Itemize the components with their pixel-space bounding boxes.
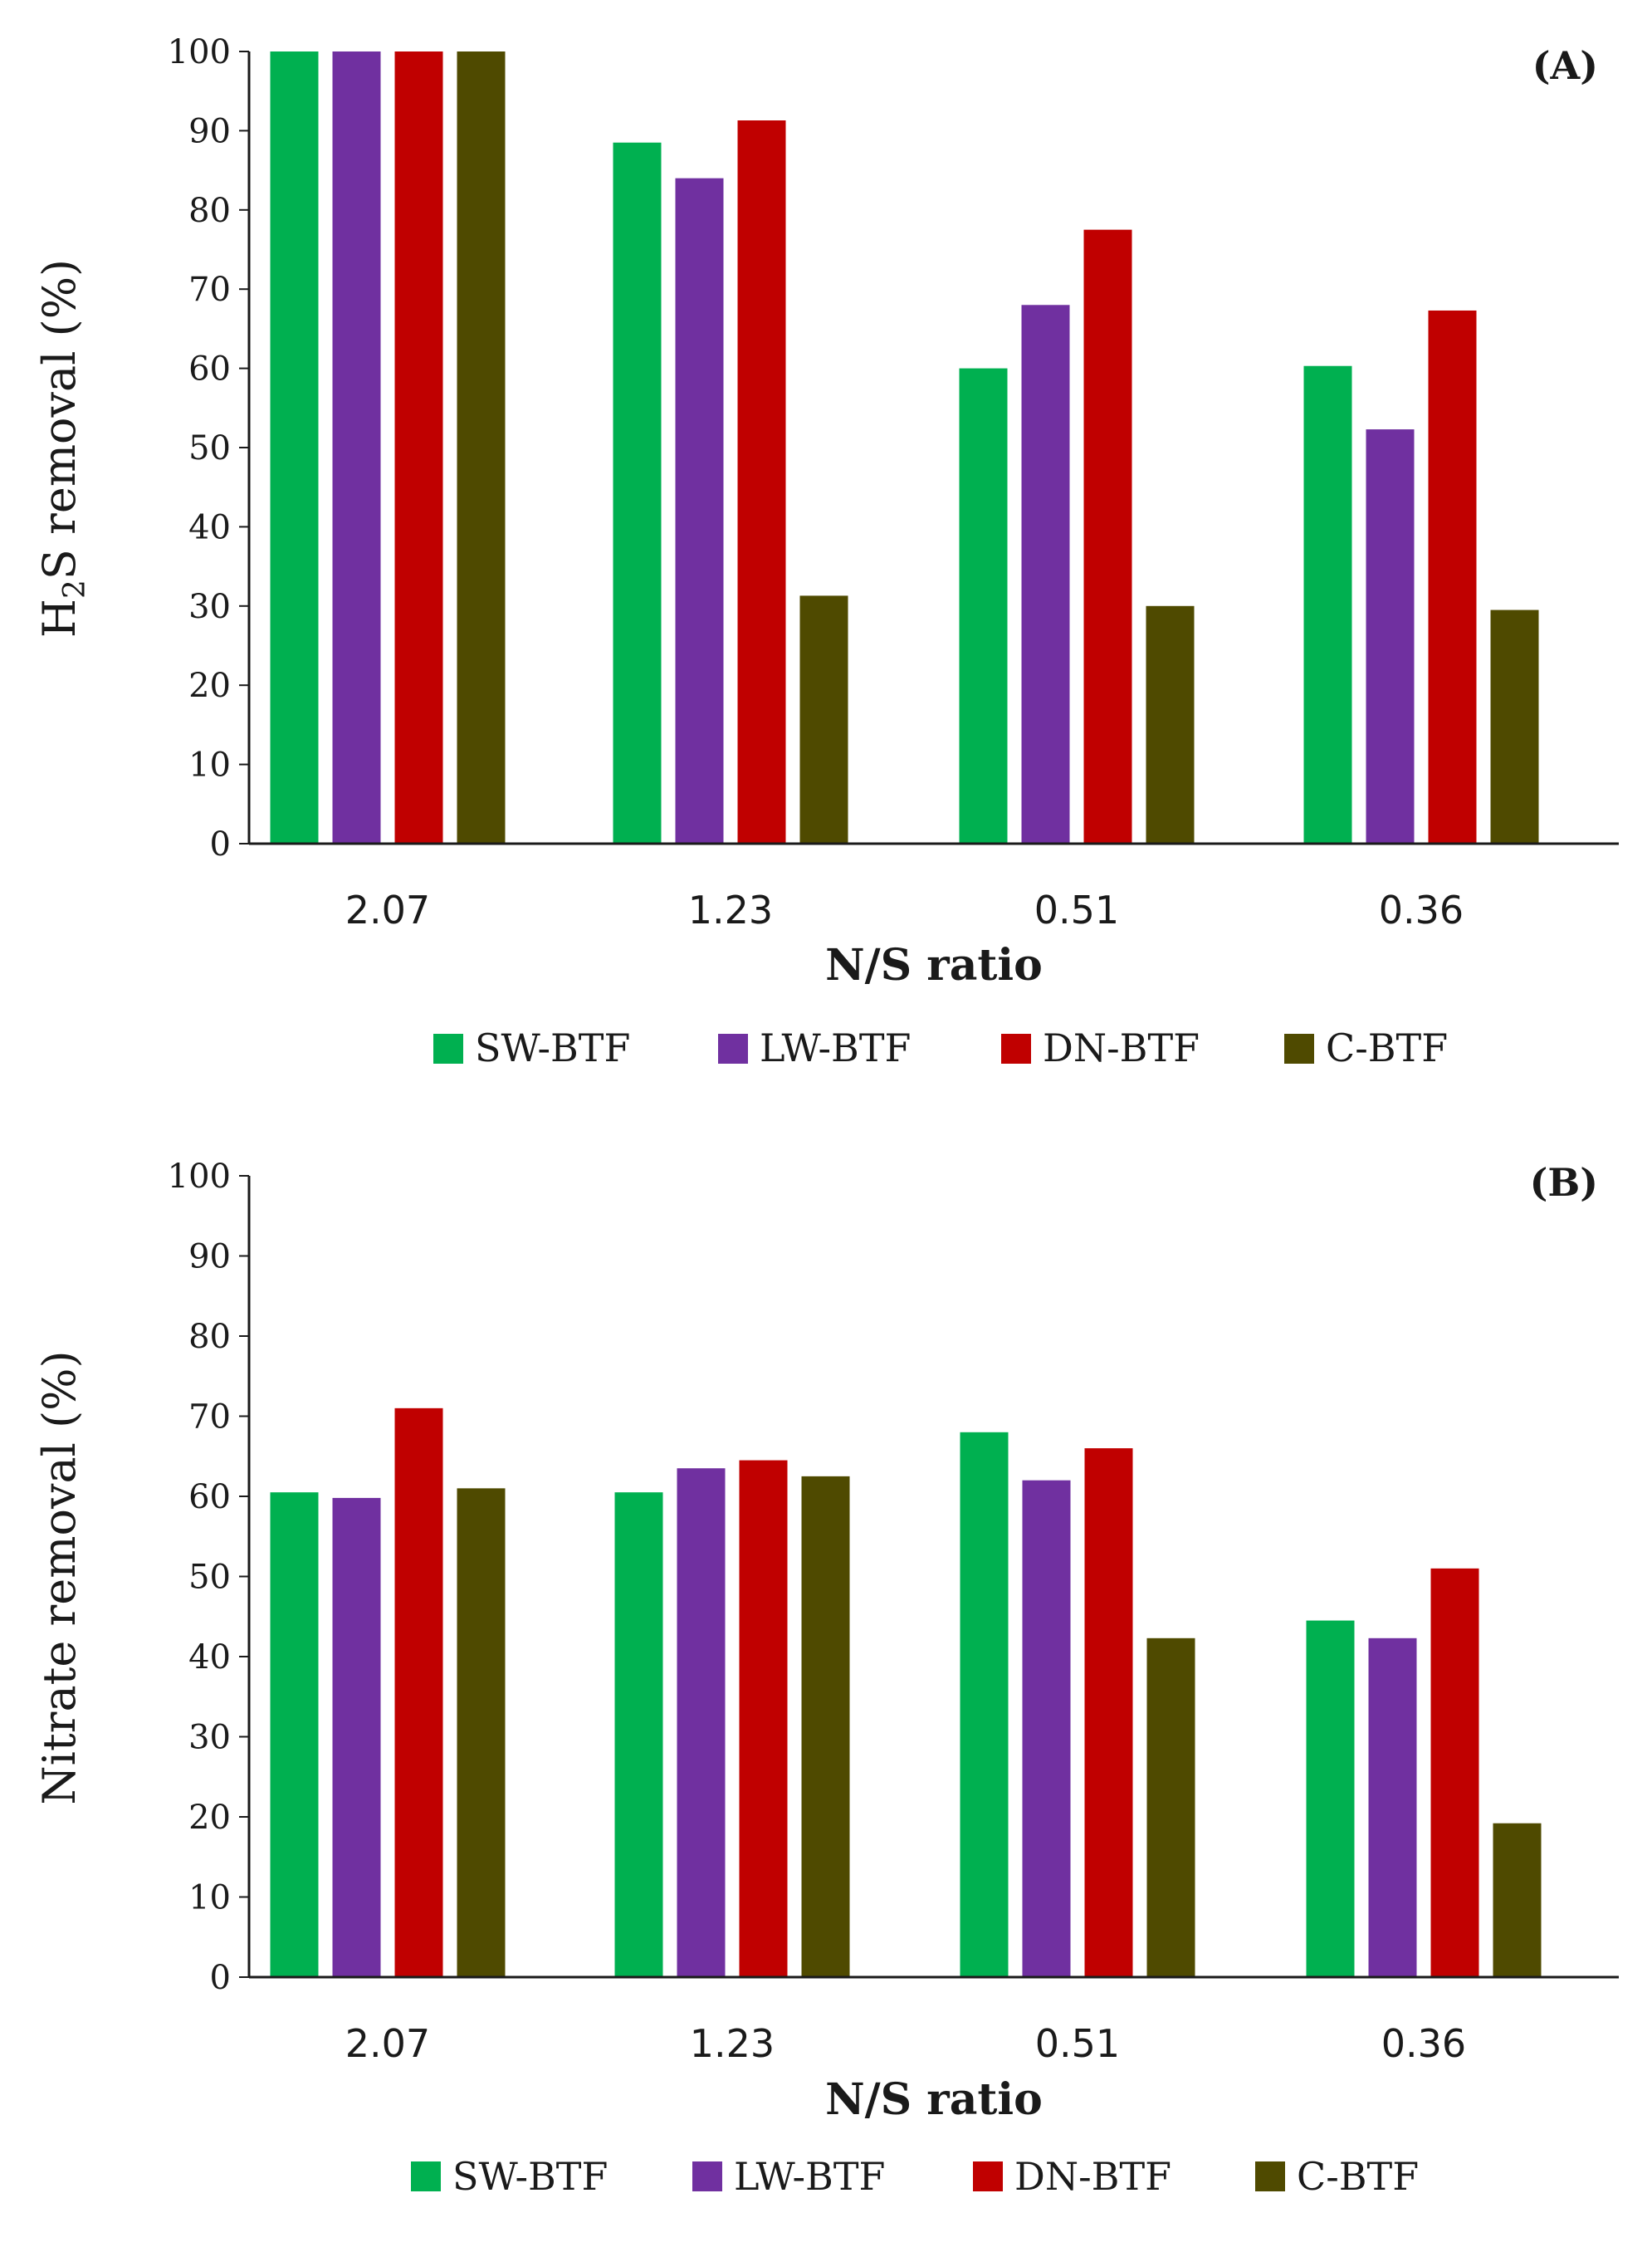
panel-a-bars xyxy=(270,51,1539,844)
bar-sw-btf-0.36 xyxy=(1306,1620,1355,1977)
bar-dn-btf-0.36 xyxy=(1428,310,1477,844)
legend-swatch-dn-btf xyxy=(1001,1034,1031,1064)
panel-b-x-tick-label: 0.36 xyxy=(1381,2021,1466,2066)
panel-a-x-tick-label: 0.51 xyxy=(1034,888,1119,933)
bar-lw-btf-2.07 xyxy=(332,51,381,844)
panel-a-y-ticks: 0 10 20 30 40 50 60 70 80 90 100 xyxy=(168,33,249,864)
y-tick-label: 30 xyxy=(188,1719,231,1757)
bar-sw-btf-0.36 xyxy=(1303,365,1352,844)
y-tick-label: 80 xyxy=(188,192,231,230)
legend-label-dn-btf: DN-BTF xyxy=(1014,2154,1171,2199)
legend-label-sw-btf: SW-BTF xyxy=(475,1026,630,1070)
bar-sw-btf-2.07 xyxy=(270,1492,319,1977)
legend-label-dn-btf: DN-BTF xyxy=(1043,1026,1200,1070)
legend-label-c-btf: C-BTF xyxy=(1297,2154,1419,2199)
legend-swatch-c-btf xyxy=(1255,2161,1285,2191)
y-tick-label: 40 xyxy=(188,1638,231,1677)
y-tick-label: 0 xyxy=(210,825,231,864)
legend-swatch-c-btf xyxy=(1284,1034,1314,1064)
legend-label-sw-btf: SW-BTF xyxy=(452,2154,608,2199)
panel-a-legend: SW-BTF LW-BTF DN-BTF C-BTF xyxy=(433,1026,1448,1070)
legend-label-c-btf: C-BTF xyxy=(1326,1026,1448,1070)
bar-sw-btf-1.23 xyxy=(614,1492,663,1977)
y-tick-label: 100 xyxy=(168,33,231,71)
panel-b-legend: SW-BTF LW-BTF DN-BTF C-BTF xyxy=(411,2154,1419,2199)
bar-c-btf-0.36 xyxy=(1493,1823,1542,1977)
y-tick-label: 60 xyxy=(188,1478,231,1516)
bar-sw-btf-0.51 xyxy=(960,1432,1009,1977)
y-tick-label: 20 xyxy=(188,1799,231,1837)
bar-sw-btf-0.51 xyxy=(959,368,1008,844)
panel-b-x-tick-label: 1.23 xyxy=(690,2021,775,2066)
y-tick-label: 80 xyxy=(188,1318,231,1356)
bar-sw-btf-2.07 xyxy=(270,51,319,844)
bar-c-btf-0.51 xyxy=(1146,605,1195,844)
y-tick-label: 70 xyxy=(188,271,231,309)
y-tick-label: 90 xyxy=(188,112,231,150)
bar-lw-btf-0.36 xyxy=(1366,429,1415,844)
bar-sw-btf-1.23 xyxy=(613,142,662,844)
panel-b-x-tick-label: 0.51 xyxy=(1035,2021,1120,2066)
panel-b-y-ticks: 0 10 20 30 40 50 60 70 80 90 100 xyxy=(168,1158,249,1997)
bar-c-btf-0.36 xyxy=(1490,609,1539,844)
bar-lw-btf-1.23 xyxy=(675,178,724,844)
bar-lw-btf-0.36 xyxy=(1368,1638,1417,1977)
panel-a-label: (A) xyxy=(1532,43,1598,88)
bar-dn-btf-1.23 xyxy=(737,120,786,844)
y-tick-label: 50 xyxy=(188,1559,231,1597)
bar-dn-btf-0.51 xyxy=(1084,1448,1133,1977)
legend-swatch-sw-btf xyxy=(411,2161,441,2191)
y-tick-label: 50 xyxy=(188,429,231,468)
bar-dn-btf-1.23 xyxy=(739,1460,788,1977)
legend-label-lw-btf: LW-BTF xyxy=(734,2154,885,2199)
bar-lw-btf-1.23 xyxy=(677,1468,726,1977)
bar-dn-btf-0.36 xyxy=(1430,1568,1479,1977)
y-tick-label: 60 xyxy=(188,350,231,389)
y-tick-label: 40 xyxy=(188,508,231,546)
panel-a-y-axis-title: H2S removal (%) xyxy=(33,259,92,638)
bar-lw-btf-0.51 xyxy=(1021,305,1070,844)
bar-dn-btf-2.07 xyxy=(394,1407,443,1977)
y-tick-label: 30 xyxy=(188,588,231,626)
bar-c-btf-2.07 xyxy=(457,1488,506,1977)
y-tick-label: 100 xyxy=(168,1158,231,1196)
bar-c-btf-2.07 xyxy=(457,51,506,844)
bar-dn-btf-2.07 xyxy=(394,51,443,844)
bar-lw-btf-0.51 xyxy=(1022,1480,1071,1977)
panel-a-chart: (A) 0 10 20 30 40 50 60 70 80 90 100 2.07 1.23 0.5… xyxy=(33,33,1619,1070)
legend-swatch-dn-btf xyxy=(973,2161,1003,2191)
panel-a-x-axis-title: N/S ratio xyxy=(825,940,1043,991)
y-tick-label: 70 xyxy=(188,1398,231,1437)
panel-b-x-tick-label: 2.07 xyxy=(345,2021,430,2066)
panel-b-y-axis-title: Nitrate removal (%) xyxy=(33,1350,86,1804)
legend-swatch-lw-btf xyxy=(718,1034,748,1064)
panel-a-x-tick-label: 2.07 xyxy=(345,888,430,933)
panel-a-x-tick-label: 1.23 xyxy=(688,888,773,933)
bar-c-btf-1.23 xyxy=(799,595,848,844)
bar-c-btf-0.51 xyxy=(1146,1638,1195,1977)
y-tick-label: 20 xyxy=(188,667,231,705)
bar-c-btf-1.23 xyxy=(801,1476,850,1977)
y-tick-label: 10 xyxy=(188,1879,231,1917)
y-tick-label: 10 xyxy=(188,747,231,785)
legend-label-lw-btf: LW-BTF xyxy=(760,1026,911,1070)
y-tick-label: 0 xyxy=(210,1959,231,1997)
legend-swatch-lw-btf xyxy=(692,2161,722,2191)
bar-lw-btf-2.07 xyxy=(332,1497,381,1977)
panel-b-bars xyxy=(270,1407,1542,1977)
panel-b-x-axis-title: N/S ratio xyxy=(825,2074,1043,2125)
panel-b-chart: (B) 0 10 20 30 40 50 60 70 80 90 100 2.07 1.23 0.5… xyxy=(33,1158,1619,2199)
legend-swatch-sw-btf xyxy=(433,1034,463,1064)
bar-dn-btf-0.51 xyxy=(1083,229,1132,844)
y-tick-label: 90 xyxy=(188,1238,231,1276)
panel-b-label: (B) xyxy=(1530,1160,1598,1205)
panel-a-x-tick-label: 0.36 xyxy=(1379,888,1464,933)
